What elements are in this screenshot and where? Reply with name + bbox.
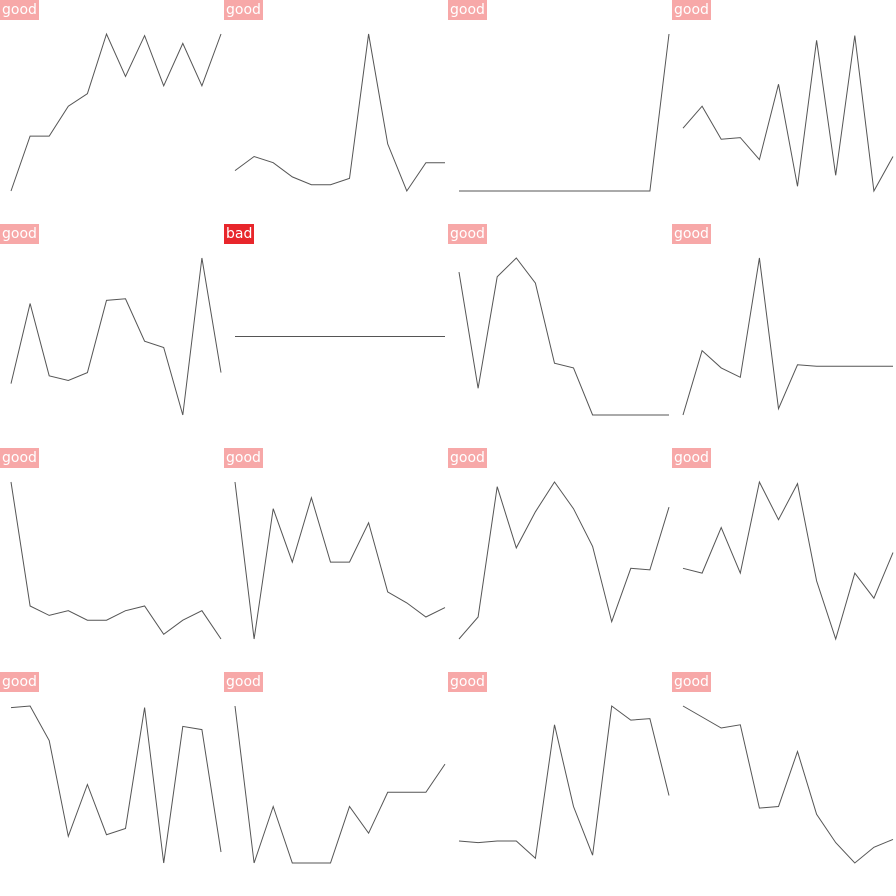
- sparkline-chart: [682, 480, 894, 641]
- sparkline-chart: [234, 705, 446, 864]
- sparkline-chart: [10, 705, 222, 864]
- status-badge: good: [224, 448, 263, 468]
- sparkline-chart: [458, 705, 670, 860]
- sparkline-chart: [459, 33, 670, 192]
- chart-panel: bad: [224, 224, 448, 448]
- series-line: [682, 35, 894, 193]
- chart-panel: good: [224, 0, 448, 224]
- sparkline-chart: [235, 336, 445, 337]
- sparkline-chart: [10, 481, 222, 640]
- series-line: [459, 33, 670, 192]
- series-line: [234, 33, 445, 193]
- chart-panel: good: [672, 448, 896, 672]
- chart-panel: good: [448, 224, 672, 448]
- sparkline-chart: [458, 257, 669, 416]
- series-line: [682, 257, 893, 416]
- series-line: [458, 481, 670, 640]
- status-badge: good: [448, 672, 487, 692]
- status-badge: good: [224, 672, 263, 692]
- series-line: [458, 257, 669, 416]
- chart-panel: good: [0, 0, 224, 224]
- sparkline-chart: [234, 481, 446, 640]
- series-line: [10, 257, 222, 416]
- chart-panel: good: [448, 0, 672, 224]
- chart-panel: good: [224, 672, 448, 896]
- chart-panel: good: [672, 0, 896, 224]
- status-badge: good: [0, 0, 39, 20]
- sparkline-chart: [682, 705, 894, 864]
- series-line: [10, 32, 222, 192]
- series-line: [234, 705, 446, 864]
- status-badge: good: [672, 0, 711, 20]
- status-badge: good: [672, 224, 711, 244]
- status-badge: good: [672, 672, 711, 692]
- status-badge: good: [448, 0, 487, 20]
- status-badge: bad: [224, 224, 255, 244]
- series-line: [682, 705, 894, 864]
- chart-panel: good: [448, 448, 672, 672]
- status-badge: good: [0, 448, 39, 468]
- series-line: [234, 481, 446, 640]
- chart-panel: good: [0, 672, 224, 896]
- series-line: [10, 705, 222, 864]
- chart-panel: good: [672, 672, 896, 896]
- series-line: [10, 481, 222, 640]
- sparkline-chart: [10, 257, 222, 416]
- status-badge: good: [672, 448, 711, 468]
- status-badge: good: [0, 672, 39, 692]
- sparkline-chart: [682, 35, 894, 193]
- status-badge: good: [224, 0, 263, 20]
- series-line: [682, 480, 894, 641]
- sparkline-chart: [234, 33, 445, 193]
- status-badge: good: [448, 448, 487, 468]
- chart-panel: good: [672, 224, 896, 448]
- sparkline-chart: [10, 32, 222, 192]
- status-badge: good: [0, 224, 39, 244]
- status-badge: good: [448, 224, 487, 244]
- sparkline-chart: [682, 257, 893, 416]
- chart-panel: good: [0, 224, 224, 448]
- chart-panel: good: [448, 672, 672, 896]
- chart-panel: good: [224, 448, 448, 672]
- sparkline-chart: [458, 481, 670, 640]
- series-line: [458, 705, 670, 860]
- chart-panel: good: [0, 448, 224, 672]
